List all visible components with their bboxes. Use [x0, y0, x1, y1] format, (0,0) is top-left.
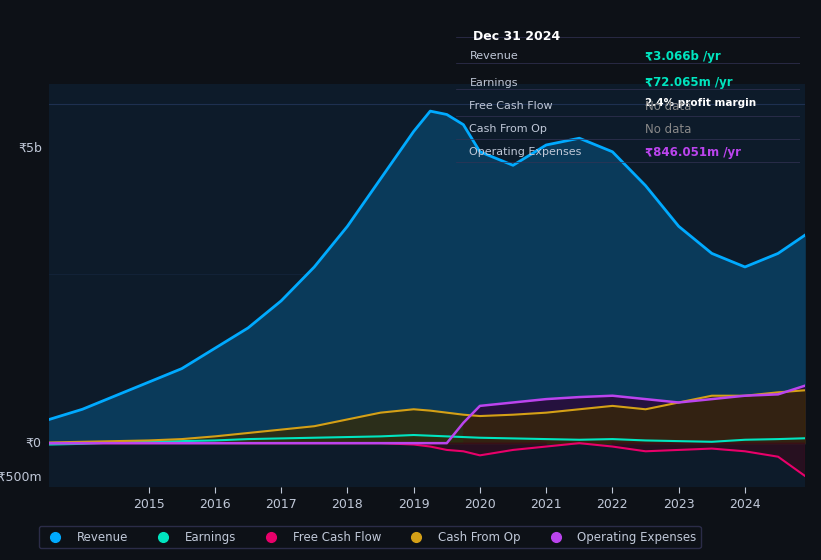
- Text: Free Cash Flow: Free Cash Flow: [470, 101, 553, 111]
- Legend: Revenue, Earnings, Free Cash Flow, Cash From Op, Operating Expenses: Revenue, Earnings, Free Cash Flow, Cash …: [39, 526, 701, 548]
- Text: No data: No data: [645, 100, 691, 113]
- Text: Dec 31 2024: Dec 31 2024: [473, 30, 560, 43]
- Text: ₹72.065m /yr: ₹72.065m /yr: [645, 76, 733, 90]
- Text: Cash From Op: Cash From Op: [470, 124, 548, 134]
- Text: ₹5b: ₹5b: [18, 142, 42, 155]
- Text: -₹500m: -₹500m: [0, 470, 42, 483]
- Text: Revenue: Revenue: [470, 52, 518, 62]
- Text: ₹3.066b /yr: ₹3.066b /yr: [645, 50, 721, 63]
- Text: 2.4% profit margin: 2.4% profit margin: [645, 97, 756, 108]
- Text: No data: No data: [645, 123, 691, 136]
- Text: ₹0: ₹0: [25, 437, 42, 450]
- Text: Operating Expenses: Operating Expenses: [470, 147, 582, 157]
- Text: Earnings: Earnings: [470, 78, 518, 88]
- Text: ₹846.051m /yr: ₹846.051m /yr: [645, 146, 741, 159]
